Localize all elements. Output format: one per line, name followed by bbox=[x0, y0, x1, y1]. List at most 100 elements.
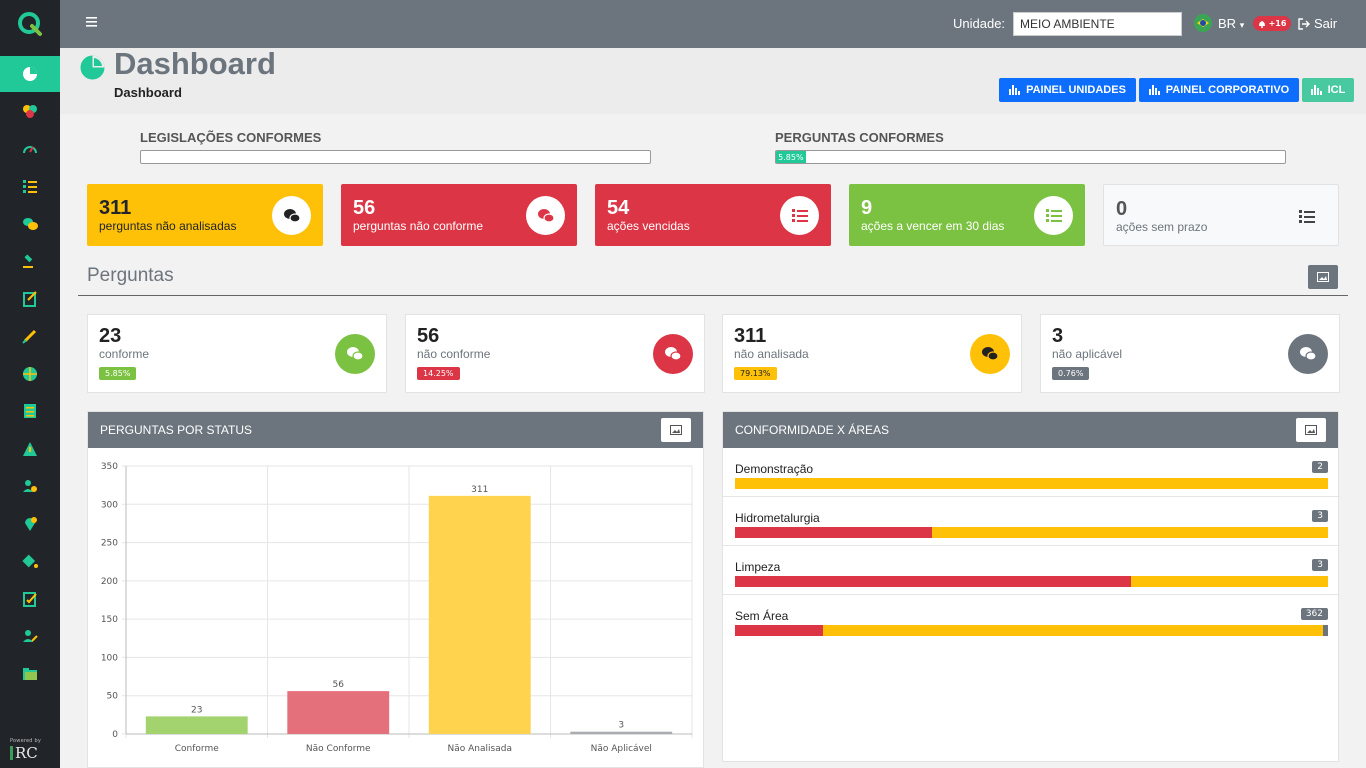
summary-card-acoes-vencidas[interactable]: 54 ações vencidas bbox=[595, 184, 831, 246]
sidebar-item-16[interactable] bbox=[0, 656, 60, 692]
status-bar-chart: 0 50 100 150 200 250 300 350 23 Conforme 56 Não Con… bbox=[101, 462, 693, 754]
circles-icon bbox=[23, 105, 37, 118]
stat-label: conforme bbox=[99, 347, 150, 361]
unit-field[interactable] bbox=[1013, 12, 1182, 36]
perguntas-progress-bar: 5.85% bbox=[775, 150, 1286, 164]
stat-number: 3 bbox=[1052, 325, 1064, 347]
logo-icon bbox=[18, 12, 42, 36]
sidebar-item-11[interactable] bbox=[0, 468, 60, 504]
area-progress-bar bbox=[735, 478, 1328, 489]
summary-card-nao-analisadas[interactable]: 311 perguntas não analisadas bbox=[87, 184, 323, 246]
export-image-button[interactable] bbox=[661, 418, 691, 442]
image-icon bbox=[1317, 272, 1329, 282]
stat-label: não conforme bbox=[417, 347, 491, 361]
stat-percent-badge: 14.25% bbox=[417, 367, 460, 380]
stat-label: não analisada bbox=[734, 347, 809, 361]
sidebar-item-10[interactable] bbox=[0, 431, 60, 467]
tasks-icon bbox=[23, 180, 37, 193]
sidebar-item-3[interactable] bbox=[0, 168, 60, 204]
area-progress-bar bbox=[735, 576, 1328, 587]
sidebar-item-2[interactable] bbox=[0, 131, 60, 167]
bar-chart-icon bbox=[1148, 85, 1160, 95]
area-progress-segment bbox=[1323, 625, 1328, 636]
summary-card-nao-conforme[interactable]: 56 perguntas não conforme bbox=[341, 184, 577, 246]
icl-button[interactable]: ICL bbox=[1302, 78, 1354, 102]
section-title: Perguntas bbox=[87, 265, 174, 286]
bar-value-label: 3 bbox=[618, 721, 624, 731]
warning-icon bbox=[23, 442, 37, 456]
export-image-button[interactable] bbox=[1308, 265, 1338, 289]
area-progress-segment bbox=[735, 576, 1131, 587]
notification-badge[interactable]: +16 bbox=[1253, 16, 1291, 31]
summary-card-acoes-sem-prazo[interactable]: 0 ações sem prazo bbox=[1103, 184, 1339, 246]
area-progress-bar bbox=[735, 625, 1328, 636]
sidebar-item-7[interactable] bbox=[0, 318, 60, 354]
sidebar-item-15[interactable] bbox=[0, 618, 60, 654]
x-tick-label: Não Analisada bbox=[448, 744, 512, 754]
area-count-badge: 362 bbox=[1300, 608, 1328, 620]
summary-card-number: 311 bbox=[99, 197, 132, 219]
area-name: Hidrometalurgia bbox=[735, 511, 820, 525]
sidebar-item-13[interactable] bbox=[0, 543, 60, 579]
app-logo[interactable] bbox=[0, 0, 60, 48]
area-progress-segment bbox=[823, 625, 1324, 636]
caret-down-icon: ▾ bbox=[1239, 20, 1245, 30]
y-tick-label: 50 bbox=[107, 692, 119, 702]
area-divider bbox=[723, 545, 1340, 546]
bar bbox=[428, 495, 531, 734]
pie-chart-icon bbox=[23, 67, 37, 81]
area-progress-segment bbox=[932, 527, 1328, 538]
sidebar-item-6[interactable] bbox=[0, 281, 60, 317]
sidebar-item-14[interactable] bbox=[0, 581, 60, 617]
unit-label: Unidade: bbox=[953, 16, 1006, 31]
panel-header: CONFORMIDADE X ÁREAS bbox=[723, 412, 1338, 448]
sidebar-item-4[interactable] bbox=[0, 206, 60, 242]
painel-corporativo-label: PAINEL CORPORATIVO bbox=[1165, 84, 1290, 96]
page-title: Dashboard bbox=[114, 46, 276, 81]
pen-icon bbox=[22, 329, 37, 344]
sidebar-item-12[interactable] bbox=[0, 506, 60, 542]
area-count-badge: 3 bbox=[1312, 559, 1328, 571]
sidebar-item-1[interactable] bbox=[0, 93, 60, 129]
area-name: Demonstração bbox=[735, 462, 814, 476]
sidebar-item-8[interactable] bbox=[0, 356, 60, 392]
panel-title: PERGUNTAS POR STATUS bbox=[100, 423, 253, 437]
export-image-button[interactable] bbox=[1296, 418, 1326, 442]
breadcrumb[interactable]: Dashboard bbox=[114, 85, 182, 100]
brazil-flag-icon[interactable] bbox=[1194, 14, 1212, 32]
comments-icon bbox=[1288, 334, 1328, 374]
tasks-icon bbox=[780, 196, 819, 235]
painel-corporativo-button[interactable]: PAINEL CORPORATIVO bbox=[1139, 78, 1299, 102]
map-marker-icon bbox=[25, 517, 37, 531]
menu-toggle-icon[interactable] bbox=[86, 16, 98, 28]
stat-percent-badge: 79.13% bbox=[734, 367, 777, 380]
stat-label: não aplicável bbox=[1052, 347, 1123, 361]
stat-number: 311 bbox=[734, 325, 767, 347]
stat-percent-badge: 5.85% bbox=[99, 367, 137, 380]
sidebar-item-5[interactable] bbox=[0, 243, 60, 279]
logout-button[interactable]: Sair bbox=[1298, 16, 1337, 31]
painel-unidades-button[interactable]: PAINEL UNIDADES bbox=[999, 78, 1136, 102]
language-label: BR bbox=[1218, 16, 1237, 31]
tasks-icon bbox=[1287, 197, 1326, 236]
perguntas-progress-label: PERGUNTAS CONFORMES bbox=[775, 130, 944, 145]
area-progress-segment bbox=[735, 478, 1328, 489]
area-progress-bar bbox=[735, 527, 1328, 538]
sidebar-item-dashboard[interactable] bbox=[0, 56, 60, 92]
area-count-badge: 3 bbox=[1312, 510, 1328, 522]
stat-number: 56 bbox=[417, 325, 440, 347]
bar-chart-icon bbox=[1009, 85, 1021, 95]
summary-card-label: ações sem prazo bbox=[1116, 220, 1208, 234]
sidebar-item-9[interactable] bbox=[0, 393, 60, 429]
perguntas-por-status-panel: PERGUNTAS POR STATUS 0 50 100 150 200 250 300 3… bbox=[87, 411, 704, 768]
summary-card-acoes-a-vencer[interactable]: 9 ações a vencer em 30 dias bbox=[849, 184, 1085, 246]
image-icon bbox=[670, 425, 682, 435]
x-tick-label: Conforme bbox=[175, 744, 219, 754]
folder-icon bbox=[23, 668, 37, 680]
stat-card-nao-aplicavel: 3 não aplicável 0.76% bbox=[1040, 314, 1340, 393]
area-progress-segment bbox=[735, 527, 933, 538]
icl-label: ICL bbox=[1327, 84, 1346, 96]
language-selector[interactable]: BR ▾ bbox=[1218, 16, 1244, 31]
sidebar: Powered by RC bbox=[0, 0, 60, 768]
conformidade-areas-panel: CONFORMIDADE X ÁREAS Demonstração 2 Hidrom… bbox=[722, 411, 1340, 762]
